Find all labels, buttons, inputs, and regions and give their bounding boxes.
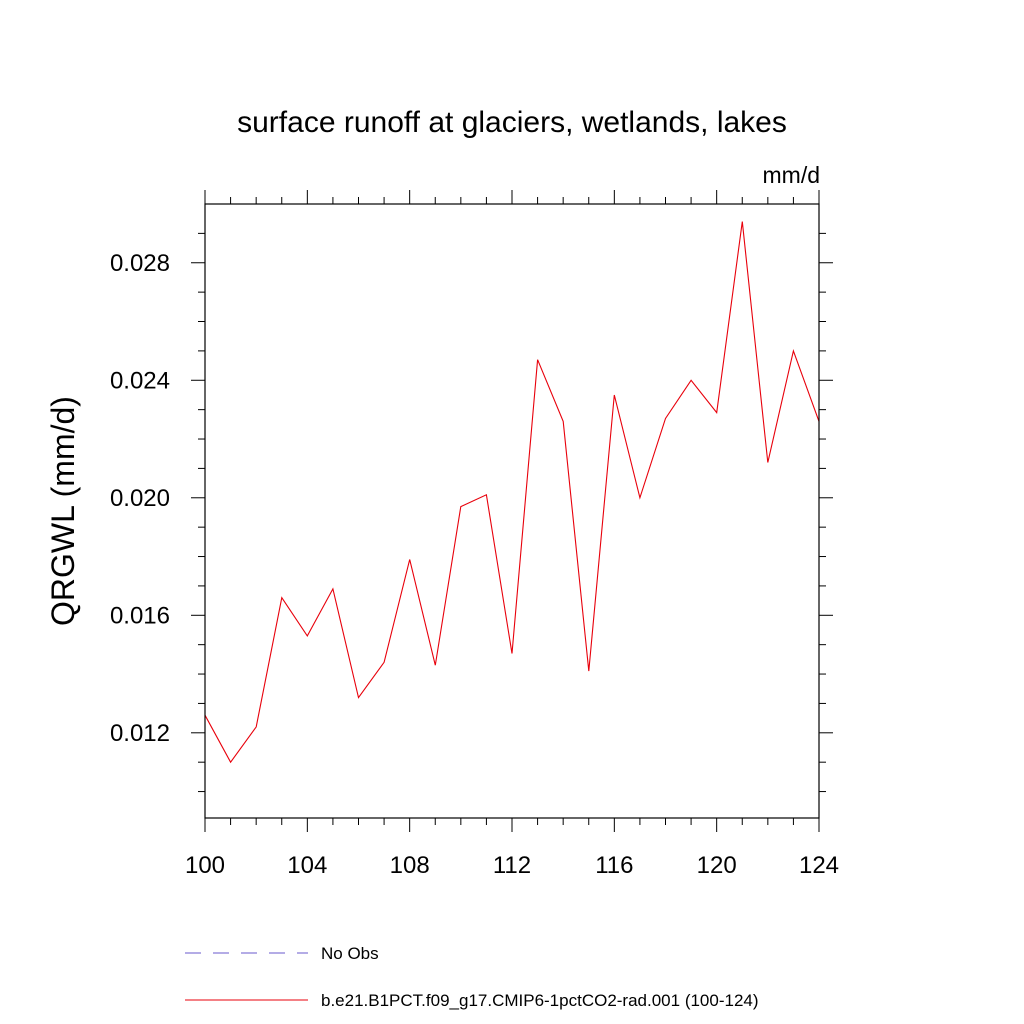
y-tick-label: 0.028 — [110, 250, 170, 277]
series-line — [204, 221, 820, 764]
x-tick-label: 120 — [697, 852, 737, 879]
chart-title: surface runoff at glaciers, wetlands, la… — [237, 106, 787, 139]
legend-label: No Obs — [321, 944, 379, 963]
legend-label: b.e21.B1PCT.f09_g17.CMIP6-1pctCO2-rad.00… — [321, 991, 759, 1010]
x-tick-label: 116 — [595, 852, 633, 879]
axis-ticks — [191, 190, 833, 832]
plot-frame — [204, 203, 820, 819]
x-tick-label: 100 — [185, 852, 225, 879]
x-tick-label: 108 — [390, 852, 430, 879]
legend: No Obs b.e21.B1PCT.f09_g17.CMIP6-1pctCO2-… — [185, 944, 759, 1010]
y-tick-label: 0.024 — [110, 367, 170, 394]
tick-labels: 100 104 108 112 116 120 124 0.012 0.016 0.020 0.02… — [110, 250, 839, 879]
x-tick-label: 112 — [493, 852, 531, 879]
series-layer — [204, 221, 820, 764]
y-tick-label: 0.020 — [110, 485, 170, 512]
y-tick-label: 0.012 — [110, 720, 170, 747]
units-label: mm/d — [762, 162, 821, 188]
x-tick-label: 104 — [287, 852, 327, 879]
x-tick-label: 124 — [799, 852, 839, 879]
y-axis-label: QRGWL (mm/d) — [45, 396, 81, 626]
y-tick-label: 0.016 — [110, 602, 170, 629]
